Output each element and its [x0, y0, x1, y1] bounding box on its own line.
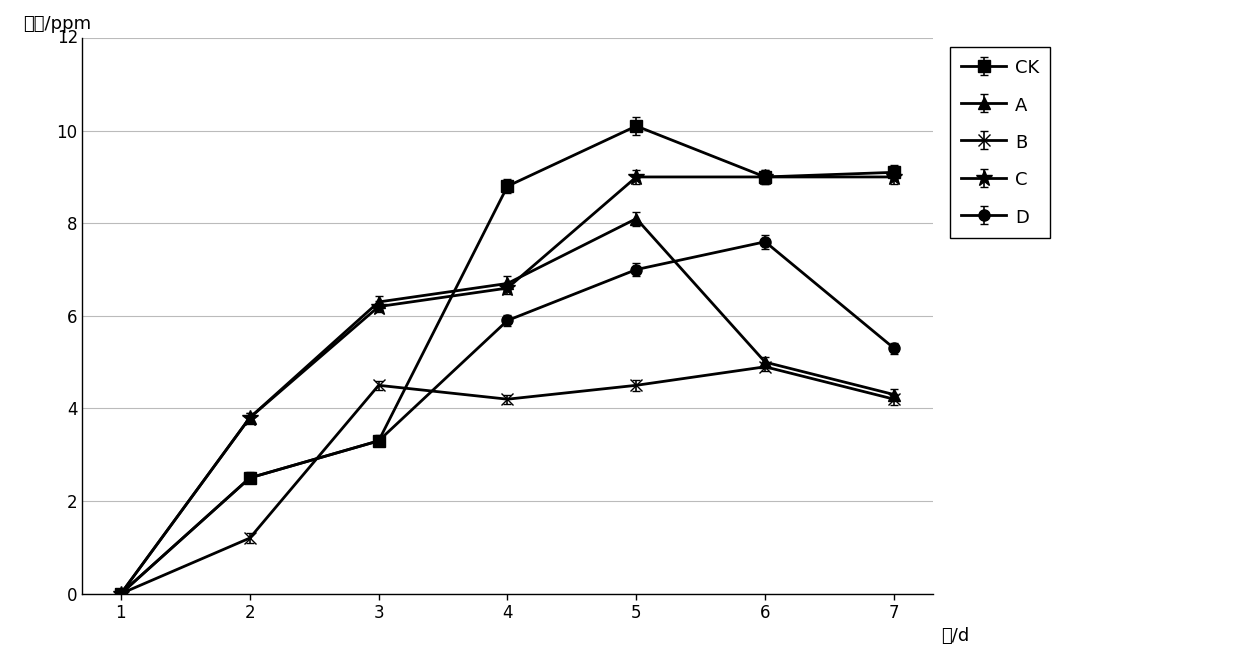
Text: 天/d: 天/d: [941, 627, 970, 645]
Text: 浓度/ppm: 浓度/ppm: [22, 14, 91, 32]
Legend: CK, A, B, C, D: CK, A, B, C, D: [950, 47, 1050, 238]
Text: 12: 12: [57, 29, 78, 47]
